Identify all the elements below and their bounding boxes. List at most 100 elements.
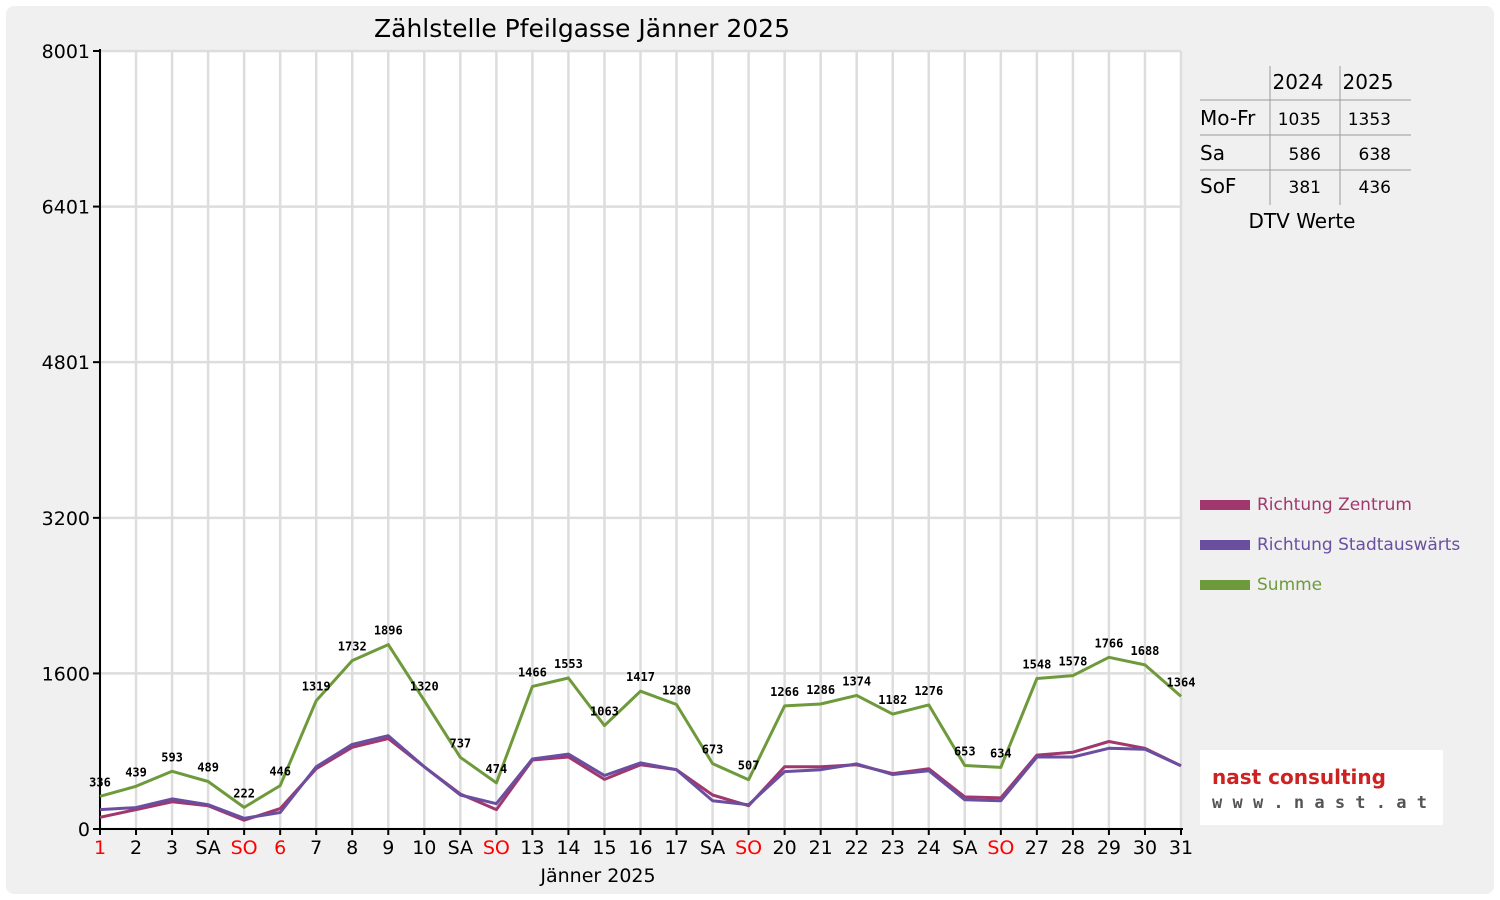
x-tick-label: SA — [195, 837, 220, 859]
legend-label-zentrum: Richtung Zentrum — [1257, 495, 1412, 515]
dtv-row-label: Sa — [1200, 141, 1225, 165]
x-tick-labels: 1 2 3 SA SO 6 7 8 9 10 SA SO 13 14 15 16 17 SA SO 20 21 22 23 2… — [94, 837, 1193, 859]
x-tick-label: 6 — [274, 837, 286, 859]
data-label: 1280 — [662, 684, 691, 698]
dtv-cell: 436 — [1359, 178, 1391, 198]
data-label: 1548 — [1022, 657, 1051, 671]
data-label: 489 — [197, 760, 219, 774]
dtv-cell: 1035 — [1278, 110, 1321, 130]
data-label: 1553 — [554, 657, 583, 671]
data-label: 1276 — [914, 684, 943, 698]
x-tick-label: 24 — [917, 837, 941, 859]
data-label: 507 — [738, 759, 760, 773]
data-label: 1766 — [1094, 636, 1123, 650]
x-tick-label: 1 — [94, 837, 106, 859]
chart-title: Zählstelle Pfeilgasse Jänner 2025 — [374, 14, 790, 43]
x-tick-label: SO — [987, 837, 1014, 859]
x-tick-label: 21 — [809, 837, 833, 859]
legend-label-summe: Summe — [1257, 575, 1322, 595]
legend-swatch-zentrum — [1200, 500, 1250, 510]
x-tick-label: 13 — [520, 837, 544, 859]
x-tick-label: 17 — [664, 837, 688, 859]
x-tick-label: SA — [700, 837, 725, 859]
y-tick-labels: 0 1600 3200 4801 6401 8001 — [42, 41, 90, 841]
y-tick-label: 3200 — [42, 508, 90, 530]
data-label: 1732 — [338, 640, 367, 654]
y-tick-label: 4801 — [42, 352, 90, 374]
data-label: 1364 — [1167, 675, 1196, 689]
data-label: 439 — [125, 765, 147, 779]
y-tick-label: 0 — [78, 819, 90, 841]
x-tick-label: 3 — [166, 837, 178, 859]
data-label: 653 — [954, 745, 976, 759]
nast-logo: nast consulting w w w . n a s t . a t — [1200, 750, 1443, 825]
data-label: 336 — [89, 775, 111, 789]
x-tick-label: 20 — [773, 837, 797, 859]
data-label: 1266 — [770, 685, 799, 699]
data-label: 446 — [269, 765, 291, 779]
x-tick-label: 23 — [881, 837, 905, 859]
dtv-header-2024: 2024 — [1273, 70, 1324, 94]
y-tick-label: 1600 — [42, 663, 90, 685]
x-tick-label: SO — [231, 837, 258, 859]
data-label: 1286 — [806, 683, 835, 697]
dtv-row-label: Mo-Fr — [1200, 106, 1256, 130]
x-tick-label: 2 — [130, 837, 142, 859]
x-tick-label: 8 — [346, 837, 358, 859]
dtv-header-2025: 2025 — [1343, 70, 1394, 94]
x-tick-label: 16 — [628, 837, 652, 859]
dtv-cell: 381 — [1289, 178, 1321, 198]
x-tick-label: SA — [448, 837, 473, 859]
x-tick-label: 15 — [592, 837, 616, 859]
x-tick-label: 9 — [382, 837, 394, 859]
x-tick-label: 31 — [1169, 837, 1193, 859]
dtv-table: 2024 2025 Mo-Fr 1035 1353 Sa 586 638 SoF… — [1200, 66, 1411, 233]
data-label: 1319 — [302, 680, 331, 694]
logo-text: nast consulting — [1212, 765, 1386, 789]
legend-label-stadtauswaerts: Richtung Stadtauswärts — [1257, 535, 1460, 555]
data-label: 1182 — [878, 693, 907, 707]
x-tick-label: 10 — [412, 837, 436, 859]
series-line — [99, 737, 1182, 822]
dtv-cell: 638 — [1359, 145, 1391, 165]
x-tick-label: SO — [483, 837, 510, 859]
x-axis-label: Jänner 2025 — [539, 865, 655, 887]
data-label: 1320 — [410, 680, 439, 694]
x-tick-label: 28 — [1061, 837, 1085, 859]
data-labels: 336 439 593 489 222 446 1319 1732 1896 1320 737 474… — [89, 624, 1195, 801]
data-label: 1896 — [374, 624, 403, 638]
logo-url: w w w . n a s t . a t — [1212, 793, 1427, 813]
x-tick-label: 7 — [310, 837, 322, 859]
series-line — [99, 643, 1182, 809]
series-line — [99, 734, 1182, 820]
dtv-cell: 586 — [1289, 145, 1321, 165]
data-label: 474 — [486, 762, 508, 776]
legend-swatch-stadtauswaerts — [1200, 540, 1250, 550]
axes — [93, 49, 1183, 835]
data-label: 737 — [449, 736, 471, 750]
data-label: 634 — [990, 746, 1012, 760]
data-label: 1063 — [590, 705, 619, 719]
x-tick-label: 27 — [1025, 837, 1049, 859]
x-tick-label: 22 — [845, 837, 869, 859]
y-tick-label: 8001 — [42, 41, 90, 63]
data-label: 593 — [161, 750, 183, 764]
x-tick-label: 29 — [1097, 837, 1121, 859]
x-tick-label: 14 — [556, 837, 580, 859]
data-label: 1466 — [518, 665, 547, 679]
dtv-row-label: SoF — [1200, 174, 1236, 198]
x-tick-label: SO — [735, 837, 762, 859]
legend-swatch-summe — [1200, 580, 1250, 590]
data-label: 1578 — [1058, 655, 1087, 669]
y-tick-label: 6401 — [42, 197, 90, 219]
legend: Richtung Zentrum Richtung Stadtauswärts … — [1200, 495, 1460, 595]
data-label: 1417 — [626, 670, 655, 684]
data-label: 673 — [702, 743, 724, 757]
dtv-cell: 1353 — [1348, 110, 1391, 130]
data-label: 1374 — [842, 674, 871, 688]
x-tick-label: SA — [952, 837, 977, 859]
data-label: 222 — [233, 786, 255, 800]
x-tick-label: 30 — [1133, 837, 1157, 859]
dtv-caption: DTV Werte — [1249, 209, 1356, 233]
